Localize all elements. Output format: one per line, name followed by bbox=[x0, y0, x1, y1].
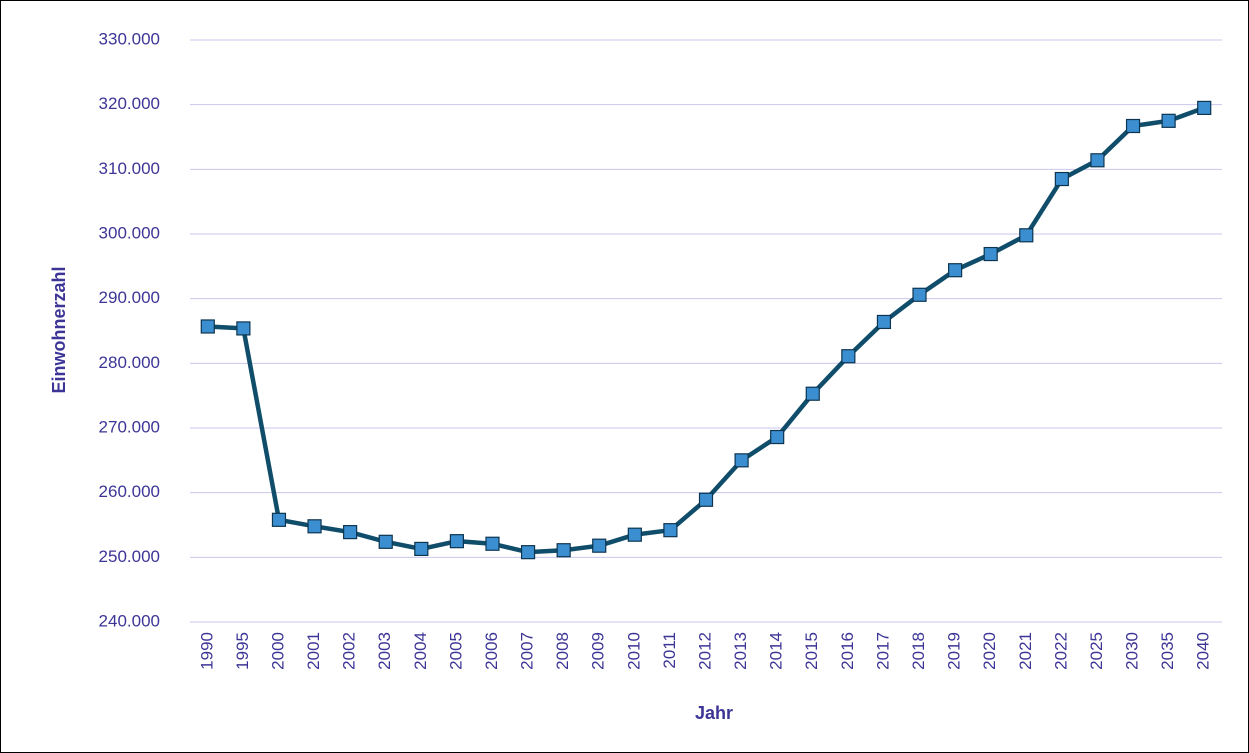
marker bbox=[1019, 228, 1034, 243]
x-tick-label: 2000 bbox=[268, 632, 287, 670]
marker bbox=[307, 519, 322, 534]
marker bbox=[520, 545, 536, 560]
x-tick-label: 2001 bbox=[304, 632, 323, 670]
marker bbox=[1125, 118, 1141, 134]
x-tick-label: 2019 bbox=[945, 632, 964, 670]
x-tick-label: 2020 bbox=[980, 632, 999, 670]
marker bbox=[805, 386, 820, 401]
y-tick-label: 290.000 bbox=[99, 288, 160, 307]
x-tick-label: 2025 bbox=[1087, 632, 1106, 670]
x-tick-label: 2010 bbox=[624, 632, 643, 670]
marker bbox=[556, 543, 571, 558]
x-tick-label: 2011 bbox=[660, 632, 679, 669]
x-tick-label: 2021 bbox=[1016, 632, 1035, 670]
x-tick-label: 2015 bbox=[802, 632, 821, 670]
marker bbox=[343, 525, 358, 540]
x-tick-label: 2030 bbox=[1123, 632, 1142, 670]
x-tick-label: 2013 bbox=[731, 632, 750, 670]
marker bbox=[948, 263, 963, 278]
marker bbox=[485, 536, 500, 551]
y-tick-label: 250.000 bbox=[99, 547, 160, 566]
marker bbox=[841, 349, 856, 364]
y-tick-label: 300.000 bbox=[99, 223, 160, 242]
y-axis-title: Einwohnerzahl bbox=[49, 266, 69, 393]
y-tick-label: 260.000 bbox=[99, 482, 160, 501]
x-tick-label: 2016 bbox=[838, 632, 857, 670]
marker bbox=[876, 314, 892, 330]
y-tick-label: 310.000 bbox=[99, 159, 160, 178]
x-tick-label: 2007 bbox=[518, 632, 537, 670]
x-tick-label: 2017 bbox=[873, 632, 892, 670]
x-tick-label: 2003 bbox=[375, 632, 394, 670]
marker bbox=[663, 523, 678, 538]
marker bbox=[592, 538, 607, 553]
y-tick-label: 240.000 bbox=[99, 611, 160, 630]
x-tick-label: 2005 bbox=[446, 632, 465, 670]
marker bbox=[414, 541, 429, 557]
marker bbox=[378, 534, 393, 549]
x-tick-label: 2006 bbox=[482, 632, 501, 670]
x-tick-label: 2035 bbox=[1158, 632, 1177, 670]
marker bbox=[236, 321, 251, 336]
x-tick-label: 2009 bbox=[589, 632, 608, 670]
y-tick-label: 330.000 bbox=[99, 29, 160, 48]
marker bbox=[449, 534, 464, 549]
marker bbox=[271, 512, 287, 527]
x-tick-label: 2014 bbox=[767, 632, 786, 670]
x-tick-label: 2040 bbox=[1194, 632, 1213, 670]
x-tick-label: 2004 bbox=[411, 632, 430, 670]
marker bbox=[770, 429, 785, 445]
x-tick-label: 2002 bbox=[340, 632, 359, 670]
marker bbox=[1161, 113, 1176, 128]
y-tick-label: 320.000 bbox=[99, 94, 160, 113]
x-tick-label: 2008 bbox=[553, 632, 572, 670]
y-tick-label: 280.000 bbox=[99, 353, 160, 372]
marker bbox=[627, 527, 642, 542]
x-tick-label: 2022 bbox=[1051, 632, 1070, 670]
marker bbox=[698, 492, 714, 507]
marker bbox=[912, 287, 927, 302]
marker bbox=[1054, 171, 1069, 187]
x-tick-label: 1990 bbox=[197, 632, 216, 670]
y-tick-label: 270.000 bbox=[99, 417, 160, 436]
marker bbox=[734, 453, 749, 468]
x-tick-label: 2012 bbox=[695, 632, 714, 670]
x-tick-label: 2018 bbox=[909, 632, 928, 670]
marker bbox=[983, 246, 998, 262]
x-axis-title: Jahr bbox=[695, 703, 733, 723]
marker bbox=[1197, 100, 1212, 116]
data-line bbox=[207, 105, 1205, 555]
marker bbox=[1090, 153, 1105, 168]
marker bbox=[200, 319, 215, 334]
x-tick-label: 1995 bbox=[233, 632, 252, 670]
